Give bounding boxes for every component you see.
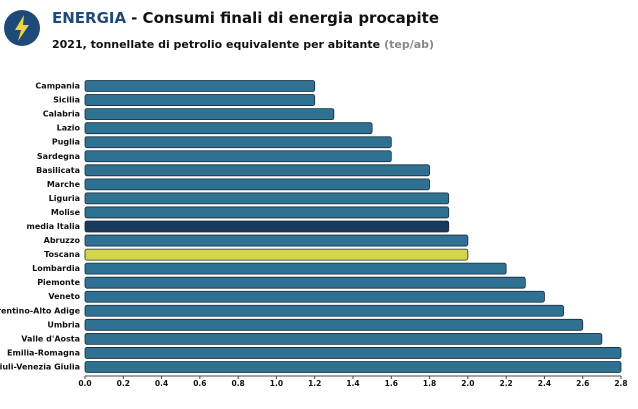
x-tick-label: 2.2 [499,379,512,388]
y-tick-label: Toscana [44,250,80,259]
title-text: - Consumi finali di energia procapite [131,9,439,27]
chart-title: ENERGIA - Consumi finali di energia proca… [52,9,439,27]
y-tick-label: Piemonte [37,278,80,287]
bar [84,108,335,121]
subtitle-unit: (tep/ab) [384,38,434,51]
bar [84,347,622,359]
y-tick-label: Veneto [48,292,80,301]
bar [84,248,469,261]
bar [84,318,584,331]
y-tick-label: Campania [35,82,80,91]
x-tick-label: 0.4 [155,379,168,388]
x-tick-label: 1.4 [346,379,359,388]
y-tick-label: Friuli-Venezia Giulia [0,362,80,371]
y-tick-label: Trentino-Alto Adige [0,306,81,315]
x-tick-label: 2.6 [576,379,589,388]
bar [84,150,392,163]
y-tick-label: media Italia [27,222,81,231]
subtitle-text: 2021, tonnellate di petrolio equivalente… [52,38,380,51]
x-tick-label: 1.0 [270,379,283,388]
x-tick-label: 0.2 [117,379,130,388]
y-tick-label: Puglia [52,138,80,147]
bar [84,192,450,205]
icon [4,10,40,46]
x-tick-label: 1.2 [308,379,321,388]
bar [84,136,392,149]
x-tick-label: 2.0 [461,379,474,388]
y-tick-label: Emilia-Romagna [7,348,80,357]
y-tick-label: Lazio [57,124,81,133]
y-tick-label: Molise [51,208,81,217]
x-tick-label: 1.8 [423,379,436,388]
bar [84,262,507,275]
y-tick-label: Abruzzo [44,236,81,245]
title-highlight: ENERGIA [52,9,126,27]
bar [84,80,316,92]
bar [84,220,450,233]
bar [84,361,622,373]
x-tick-label: 0.0 [78,379,91,388]
y-tick-label: Sardegna [37,152,80,161]
y-tick-label: Umbria [47,320,80,329]
y-tick-label: Basilicata [36,166,80,175]
bar [84,94,316,106]
bar [84,304,564,317]
chart-subtitle: 2021, tonnellate di petrolio equivalente… [52,38,434,51]
bar [84,332,603,345]
y-tick-label: Marche [47,180,81,189]
bar [84,206,450,219]
bar [84,276,526,289]
y-tick-label: Valle d'Aosta [21,334,80,343]
x-tick-label: 1.6 [385,379,398,388]
y-tick-label: Lombardia [32,264,80,273]
x-tick-label: 0.6 [193,379,206,388]
bar [84,234,469,247]
y-tick-label: Liguria [49,194,80,203]
x-tick-label: 2.4 [538,379,551,388]
x-tick-label: 2.8 [614,379,627,388]
bar [84,122,373,135]
x-tick-label: 0.8 [231,379,244,388]
bar [84,178,430,191]
y-tick-label: Sicilia [53,96,80,105]
y-tick-label: Calabria [43,110,80,119]
bar [84,164,430,177]
bar [84,290,545,303]
